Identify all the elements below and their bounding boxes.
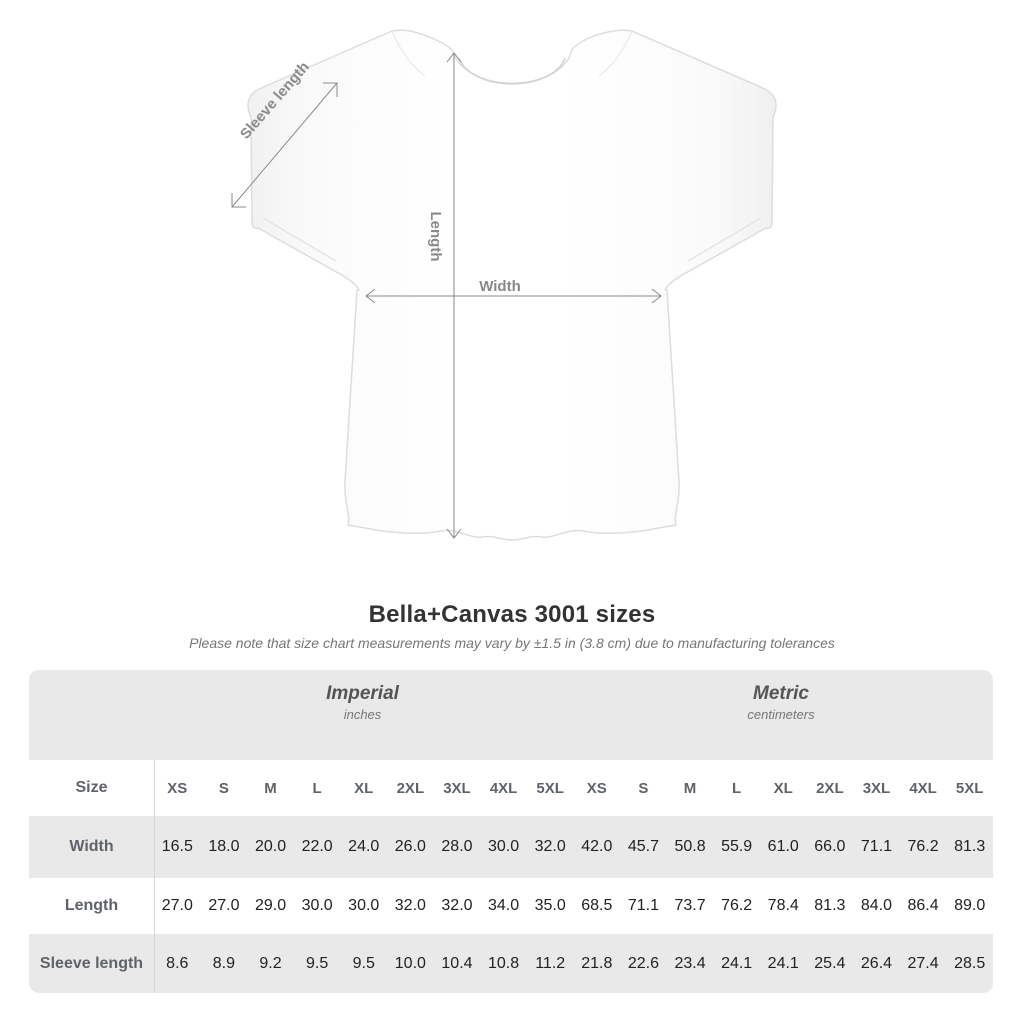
svg-text:Width: Width (479, 278, 521, 295)
